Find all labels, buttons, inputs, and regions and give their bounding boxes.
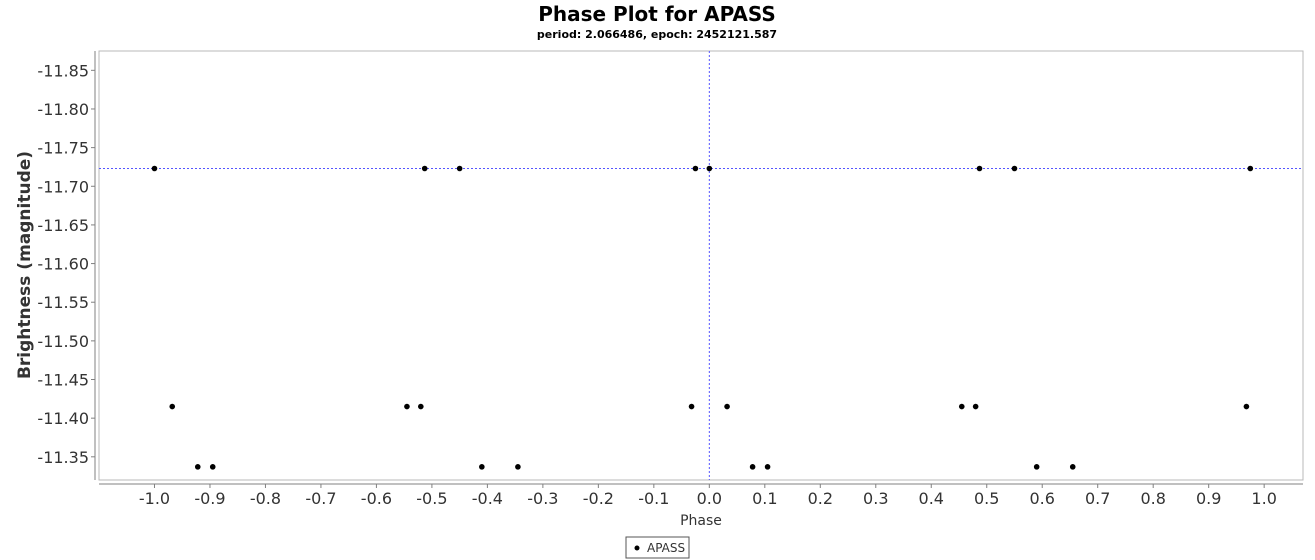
- x-tick-label: 0.0: [697, 489, 722, 508]
- data-point: [958, 403, 965, 410]
- plot-background: [98, 50, 1304, 481]
- y-tick-label: -11.70: [37, 177, 89, 196]
- data-point: [418, 403, 424, 410]
- data-point: [972, 403, 979, 410]
- y-tick-label: -11.55: [37, 293, 89, 312]
- x-tick-label: 1.0: [1251, 489, 1276, 508]
- x-tick-label: 0.1: [752, 489, 777, 508]
- x-tick-label: -1.0: [139, 489, 170, 508]
- y-tick-label: -11.45: [37, 371, 89, 390]
- data-point: [724, 403, 730, 410]
- data-point: [194, 464, 201, 470]
- y-tick-label: -11.65: [37, 216, 89, 235]
- data-point: [456, 165, 463, 172]
- x-axis-ticks: -1.0 -0.9 -0.8 -0.7 -0.6 -0.5 -0.4 -0.3 -0.2 -0.1…: [139, 484, 1277, 508]
- x-tick-label: 0.4: [919, 489, 944, 508]
- x-tick-label: -0.2: [583, 489, 614, 508]
- y-tick-label: -11.50: [37, 332, 89, 351]
- y-axis-ticks: -11.85 -11.80 -11.75 -11.70 -11.65 -11.60 -11.…: [37, 61, 95, 467]
- x-tick-label: -0.6: [361, 489, 392, 508]
- plot-area: [94, 50, 1304, 485]
- data-point: [764, 464, 771, 470]
- data-point: [1033, 464, 1040, 470]
- x-axis-label: Phase: [680, 513, 722, 529]
- data-point: [976, 165, 983, 172]
- data-point: [692, 165, 699, 172]
- chart-subtitle: period: 2.066486, epoch: 2452121.587: [537, 28, 777, 41]
- x-tick-label: -0.9: [194, 489, 225, 508]
- x-tick-label: 0.7: [1085, 489, 1110, 508]
- data-point: [749, 464, 756, 470]
- data-point: [404, 403, 410, 410]
- y-tick-label: -11.40: [37, 409, 89, 428]
- data-point: [479, 464, 485, 470]
- data-point: [515, 464, 521, 470]
- scatter-points: [151, 165, 1254, 470]
- legend-entry-apass: APASS: [647, 541, 685, 555]
- y-tick-label: -11.35: [37, 448, 89, 467]
- legend-box: [625, 536, 690, 559]
- data-point: [1243, 403, 1250, 410]
- y-tick-label: -11.60: [37, 255, 89, 274]
- data-point: [209, 464, 216, 470]
- x-tick-label: 0.2: [808, 489, 833, 508]
- data-point: [1247, 165, 1254, 172]
- x-tick-label: -0.3: [527, 489, 558, 508]
- x-tick-label: 0.3: [863, 489, 888, 508]
- y-tick-label: -11.85: [37, 61, 89, 80]
- data-point: [169, 403, 176, 410]
- x-tick-label: -0.7: [305, 489, 336, 508]
- data-point: [706, 165, 713, 172]
- x-tick-label: 0.8: [1140, 489, 1165, 508]
- y-tick-label: -11.80: [37, 100, 89, 119]
- x-tick-label: 0.5: [974, 489, 999, 508]
- x-tick-label: 0.6: [1029, 489, 1054, 508]
- x-tick-label: -0.5: [416, 489, 447, 508]
- x-tick-label: -0.8: [250, 489, 281, 508]
- chart-title: Phase Plot for APASS: [538, 2, 776, 26]
- data-point: [688, 403, 695, 410]
- data-point: [151, 165, 158, 172]
- y-tick-label: -11.75: [37, 139, 89, 158]
- data-point: [1011, 165, 1018, 172]
- legend-marker: [634, 545, 640, 551]
- x-tick-label: 0.9: [1196, 489, 1221, 508]
- x-tick-label: -0.4: [472, 489, 503, 508]
- data-point: [421, 165, 428, 172]
- x-tick-label: -0.1: [638, 489, 669, 508]
- data-point: [1069, 464, 1076, 470]
- legend: APASS: [625, 536, 690, 559]
- crosshair: [99, 51, 1303, 480]
- y-axis-label: Brightness (magnitude): [15, 151, 35, 379]
